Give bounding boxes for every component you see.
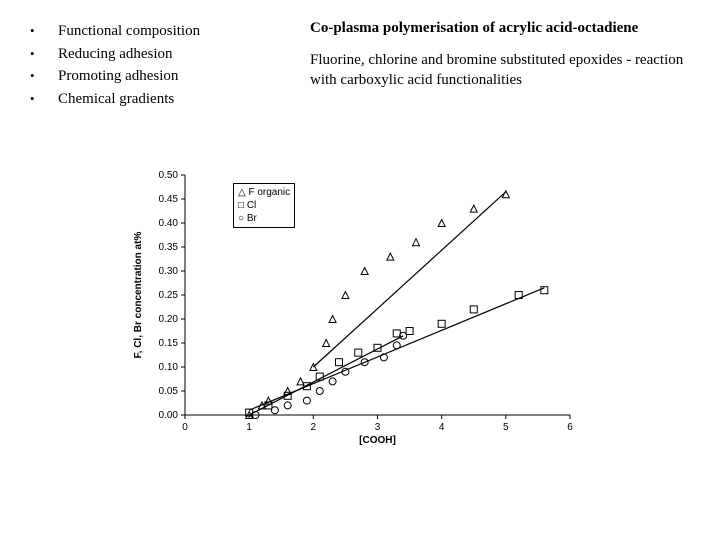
bullet-dot: •: [30, 66, 58, 86]
bullet-dot: •: [30, 21, 58, 41]
svg-text:[COOH]: [COOH]: [359, 435, 396, 445]
svg-text:3: 3: [375, 422, 381, 433]
chart-legend: △ F organic□ Cl○ Br: [233, 183, 295, 228]
svg-text:0.10: 0.10: [159, 362, 179, 373]
svg-text:0.35: 0.35: [159, 242, 179, 253]
svg-text:6: 6: [567, 422, 573, 433]
svg-text:4: 4: [439, 422, 445, 433]
bullet-text: Chemical gradients: [58, 88, 174, 111]
bullet-list: •Functional composition •Reducing adhesi…: [30, 20, 290, 110]
svg-text:0.40: 0.40: [159, 218, 179, 229]
svg-text:0.05: 0.05: [159, 386, 179, 397]
svg-text:2: 2: [311, 422, 317, 433]
svg-text:0: 0: [182, 422, 188, 433]
svg-text:1: 1: [246, 422, 252, 433]
bullet-dot: •: [30, 44, 58, 64]
svg-text:F, Cl, Br concentration at%: F, Cl, Br concentration at%: [133, 232, 144, 359]
section-body: Fluorine, chlorine and bromine substitut…: [310, 51, 690, 90]
bullet-text: Functional composition: [58, 20, 200, 43]
bullet-dot: •: [30, 89, 58, 109]
svg-text:5: 5: [503, 422, 509, 433]
svg-text:0.45: 0.45: [159, 194, 179, 205]
bullet-text: Promoting adhesion: [58, 65, 178, 88]
section-title: Co-plasma polymerisation of acrylic acid…: [310, 20, 690, 37]
svg-text:0.30: 0.30: [159, 266, 179, 277]
svg-text:0.15: 0.15: [159, 338, 179, 349]
bullet-text: Reducing adhesion: [58, 43, 173, 66]
svg-text:0.25: 0.25: [159, 290, 179, 301]
svg-text:0.50: 0.50: [159, 170, 179, 181]
concentration-chart: 0.00 0.05 0.10 0.15 0.20 0.25 0.30 0.35 0.40 0.45…: [125, 165, 580, 445]
svg-text:0.20: 0.20: [159, 314, 179, 325]
svg-text:0.00: 0.00: [159, 410, 179, 421]
